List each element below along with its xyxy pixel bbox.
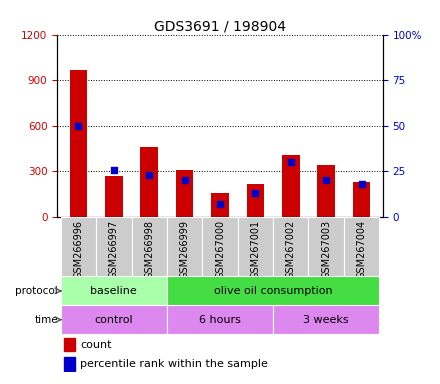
Bar xyxy=(167,305,273,334)
Point xyxy=(287,159,294,166)
Bar xyxy=(70,70,87,217)
Point xyxy=(323,177,330,184)
Bar xyxy=(140,147,158,217)
Title: GDS3691 / 198904: GDS3691 / 198904 xyxy=(154,20,286,33)
Text: GSM267002: GSM267002 xyxy=(286,220,296,279)
Bar xyxy=(282,155,300,217)
Text: count: count xyxy=(80,340,111,350)
Text: 6 hours: 6 hours xyxy=(199,314,241,325)
Text: GSM266997: GSM266997 xyxy=(109,220,119,279)
Point xyxy=(181,177,188,184)
Text: protocol: protocol xyxy=(15,286,58,296)
Text: time: time xyxy=(34,314,58,325)
Text: GSM266998: GSM266998 xyxy=(144,220,154,279)
Point xyxy=(252,190,259,196)
Bar xyxy=(61,217,96,276)
Bar xyxy=(61,276,167,305)
Text: GSM267000: GSM267000 xyxy=(215,220,225,279)
Bar xyxy=(61,305,167,334)
Bar xyxy=(273,217,308,276)
Point xyxy=(146,172,153,178)
Text: GSM267001: GSM267001 xyxy=(250,220,260,279)
Text: GSM267004: GSM267004 xyxy=(356,220,367,279)
Text: control: control xyxy=(95,314,133,325)
Point xyxy=(358,181,365,187)
Bar xyxy=(167,217,202,276)
Bar xyxy=(96,217,132,276)
Bar xyxy=(176,170,194,217)
Bar xyxy=(132,217,167,276)
Bar xyxy=(308,217,344,276)
Text: percentile rank within the sample: percentile rank within the sample xyxy=(80,359,268,369)
Point xyxy=(110,167,117,173)
Text: olive oil consumption: olive oil consumption xyxy=(214,286,332,296)
Bar xyxy=(353,182,370,217)
Bar xyxy=(273,305,379,334)
Bar xyxy=(344,217,379,276)
Text: 3 weeks: 3 weeks xyxy=(303,314,349,325)
Text: GSM267003: GSM267003 xyxy=(321,220,331,279)
Bar xyxy=(167,276,379,305)
Bar xyxy=(211,193,229,217)
Point xyxy=(216,201,224,207)
Bar xyxy=(246,184,264,217)
Text: GSM266996: GSM266996 xyxy=(73,220,84,279)
Text: GSM266999: GSM266999 xyxy=(180,220,190,279)
Bar xyxy=(202,217,238,276)
Point xyxy=(75,123,82,129)
Bar xyxy=(105,176,123,217)
Bar xyxy=(64,357,75,371)
Bar xyxy=(317,165,335,217)
Bar xyxy=(238,217,273,276)
Text: baseline: baseline xyxy=(91,286,137,296)
Bar xyxy=(64,338,75,351)
